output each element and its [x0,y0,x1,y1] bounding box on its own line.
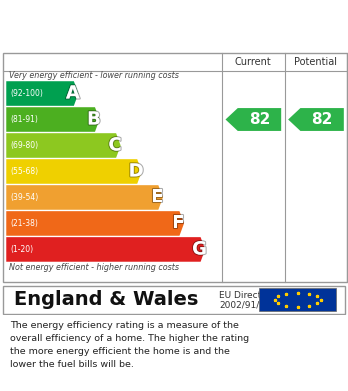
Text: The energy efficiency rating is a measure of the
overall efficiency of a home. T: The energy efficiency rating is a measur… [10,321,250,369]
Text: Current: Current [235,57,272,67]
Text: Potential: Potential [294,57,338,67]
Text: (39-54): (39-54) [10,193,39,202]
Text: D: D [129,163,144,181]
Polygon shape [6,107,100,132]
Text: (21-38): (21-38) [10,219,38,228]
Text: E: E [151,188,164,206]
Text: 2002/91/EC: 2002/91/EC [219,301,271,310]
Text: (1-20): (1-20) [10,245,33,254]
Text: (92-100): (92-100) [10,89,43,98]
Polygon shape [6,81,78,106]
Text: (81-91): (81-91) [10,115,38,124]
Polygon shape [6,237,205,262]
Text: F: F [172,214,184,233]
Polygon shape [6,185,163,210]
Text: B: B [87,111,101,129]
Text: C: C [109,136,122,154]
Polygon shape [226,108,281,131]
Text: England & Wales: England & Wales [14,290,198,309]
Text: G: G [192,240,207,258]
FancyBboxPatch shape [259,288,336,311]
Text: A: A [66,84,80,102]
Text: (55-68): (55-68) [10,167,39,176]
Text: 82: 82 [249,112,270,127]
Text: 82: 82 [311,112,333,127]
Polygon shape [6,211,184,236]
Text: (69-80): (69-80) [10,141,39,150]
Text: Energy Efficiency Rating: Energy Efficiency Rating [10,19,232,34]
Polygon shape [288,108,344,131]
Polygon shape [6,159,142,184]
Text: EU Directive: EU Directive [219,291,275,300]
Text: Very energy efficient - lower running costs: Very energy efficient - lower running co… [9,71,179,80]
Text: Not energy efficient - higher running costs: Not energy efficient - higher running co… [9,263,179,272]
Polygon shape [6,133,121,158]
